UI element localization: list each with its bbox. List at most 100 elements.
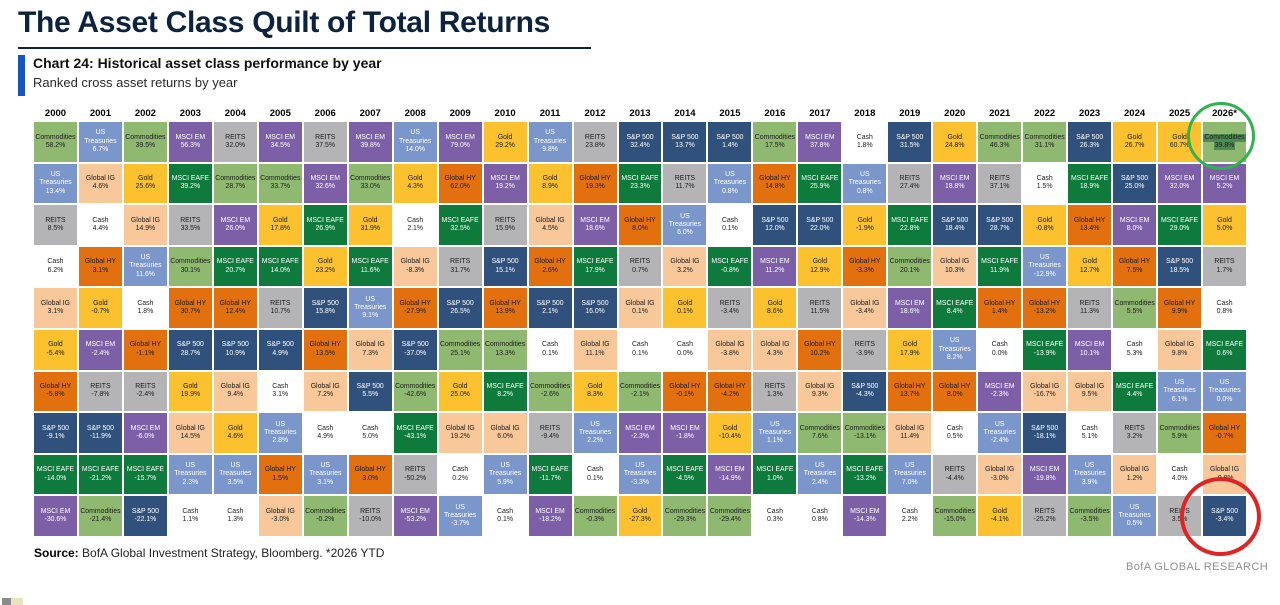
cell-2025-commodities: Commodities 5.9% [1158, 413, 1202, 453]
cell-2003-gold: Gold 19.9% [168, 371, 212, 412]
cell-2009-global-ig: Global IG 19.2% [438, 413, 482, 453]
cell-2006-s-p-500: S&P 500 15.8% [303, 288, 347, 328]
cell-2025-reits: REITS 3.5% [1158, 496, 1202, 536]
cell-2003-reits: REITS 33.5% [168, 205, 212, 245]
cell-2014-reits: REITS 11.7% [663, 163, 707, 204]
cell-2020-msci-em: MSCI EM 18.8% [933, 163, 977, 204]
cell-2017-s-p-500: S&P 500 22.0% [798, 205, 842, 245]
cell-2012-msci-em: MSCI EM 18.6% [573, 205, 617, 245]
year-header-2000: 2000 [44, 107, 67, 119]
cell-2001-global-ig: Global IG 4.6% [78, 163, 122, 204]
cell-2001-reits: REITS -7.8% [78, 371, 122, 412]
cell-2008-msci-eafe: MSCI EAFE -43.1% [393, 413, 437, 453]
chart-sublabel: Ranked cross asset returns by year [33, 75, 238, 90]
cell-2022-gold: Gold -0.8% [1023, 205, 1067, 245]
bofa-global-research-brand: BofA GLOBAL RESEARCH [1126, 561, 1269, 573]
cell-2023-commodities: Commodities -3.5% [1068, 496, 1112, 536]
cell-2006-global-ig: Global IG 7.2% [303, 371, 347, 412]
cell-2024-cash: Cash 5.3% [1113, 329, 1157, 370]
cell-2015-s-p-500: S&P 500 1.4% [708, 122, 752, 162]
cell-2017-reits: REITS 11.5% [798, 288, 842, 328]
cell-2020-s-p-500: S&P 500 18.4% [933, 205, 977, 245]
cell-2010-cash: Cash 0.1% [483, 496, 527, 536]
cell-2005-commodities: Commodities 33.7% [258, 163, 302, 204]
cell-2026-us-treasuries: US Treasuries 0.0% [1203, 371, 1246, 412]
cell-2007-global-hy: Global HY 3.0% [348, 454, 392, 495]
cell-2018-global-ig: Global IG -3.4% [843, 288, 887, 328]
cell-2026-global-hy: Global HY -0.7% [1203, 413, 1246, 453]
cell-2012-cash: Cash 0.1% [573, 454, 617, 495]
cell-2023-reits: REITS 11.3% [1068, 288, 1112, 328]
cell-2011-s-p-500: S&P 500 2.1% [528, 288, 572, 328]
cell-2001-cash: Cash 4.4% [78, 205, 122, 245]
cropped-ui-fragment [2, 598, 23, 605]
cell-2018-reits: REITS -3.9% [843, 329, 887, 370]
year-header-2017: 2017 [809, 107, 831, 119]
cell-2002-msci-eafe: MSCI EAFE -15.7% [123, 454, 167, 495]
cell-2026-gold: Gold 5.0% [1203, 205, 1246, 245]
cell-2004-us-treasuries: US Treasuries 3.5% [213, 454, 257, 495]
cell-2001-us-treasuries: US Treasuries 6.7% [78, 122, 122, 162]
cell-2001-gold: Gold -0.7% [78, 288, 122, 328]
cell-2024-s-p-500: S&P 500 25.0% [1113, 163, 1157, 204]
cell-2003-msci-em: MSCI EM 56.3% [168, 122, 212, 162]
quilt-column-2023: 2023 S&P 500 26.3% MSCI EAFE 18.9% Global HY 1… [1068, 106, 1112, 536]
quilt-column-2013: 2013 S&P 500 32.4% MSCI EAFE 23.3% Global HY 8… [618, 106, 662, 536]
cell-2012-msci-eafe: MSCI EAFE 17.9% [573, 246, 617, 287]
cell-2009-us-treasuries: US Treasuries -3.7% [438, 496, 482, 536]
cell-2018-global-hy: Global HY -3.3% [843, 246, 887, 287]
quilt-column-2024: 2024 Gold 26.7% S&P 500 25.0% MSCI EM 8.0% Glob… [1113, 106, 1157, 536]
cell-2004-cash: Cash 1.3% [213, 496, 257, 536]
cell-2011-global-ig: Global IG 4.5% [528, 205, 572, 245]
cell-2014-cash: Cash 0.0% [663, 329, 707, 370]
cell-2010-gold: Gold 29.2% [483, 122, 527, 162]
cell-2011-msci-em: MSCI EM -18.2% [528, 496, 572, 536]
cell-2014-commodities: Commodities -29.3% [663, 496, 707, 536]
cell-2004-msci-eafe: MSCI EAFE 20.7% [213, 246, 257, 287]
cell-2017-us-treasuries: US Treasuries 2.4% [798, 454, 842, 495]
year-header-2014: 2014 [674, 107, 696, 119]
cell-2007-cash: Cash 5.0% [348, 413, 392, 453]
cell-2023-cash: Cash 5.1% [1068, 413, 1112, 453]
cell-2021-msci-eafe: MSCI EAFE 11.9% [978, 246, 1022, 287]
cell-2026-msci-eafe: MSCI EAFE 0.6% [1203, 329, 1246, 370]
cell-2015-msci-em: MSCI EM -14.9% [708, 454, 752, 495]
cell-2002-gold: Gold 25.6% [123, 163, 167, 204]
cell-2007-s-p-500: S&P 500 5.5% [348, 371, 392, 412]
quilt-column-2017: 2017 MSCI EM 37.8% MSCI EAFE 25.9% S&P 500 22.… [798, 106, 842, 536]
cell-2011-us-treasuries: US Treasuries 9.8% [528, 122, 572, 162]
cell-2005-cash: Cash 3.1% [258, 371, 302, 412]
cell-2004-s-p-500: S&P 500 10.9% [213, 329, 257, 370]
year-header-2006: 2006 [314, 107, 336, 119]
year-header-2012: 2012 [584, 107, 606, 119]
cell-2017-global-hy: Global HY 10.2% [798, 329, 842, 370]
cell-2003-us-treasuries: US Treasuries 2.3% [168, 454, 212, 495]
cell-2018-cash: Cash 1.8% [843, 122, 887, 162]
cell-2008-global-ig: Global IG -8.3% [393, 246, 437, 287]
cell-2015-reits: REITS -3.4% [708, 288, 752, 328]
cell-2005-us-treasuries: US Treasuries 2.8% [258, 413, 302, 453]
cell-2008-us-treasuries: US Treasuries 14.0% [393, 122, 437, 162]
cell-2014-global-ig: Global IG 3.2% [663, 246, 707, 287]
year-header-2024: 2024 [1124, 107, 1146, 119]
cell-2022-commodities: Commodities 31.1% [1023, 122, 1067, 162]
quilt-column-2008: 2008 US Treasuries 14.0% Gold 4.3% Cash 2.1% Gl… [393, 106, 437, 536]
cell-2002-msci-em: MSCI EM -6.0% [123, 413, 167, 453]
year-header-2003: 2003 [179, 107, 201, 119]
year-header-2001: 2001 [89, 107, 111, 119]
cell-2009-msci-eafe: MSCI EAFE 32.5% [438, 205, 482, 245]
cell-2003-msci-eafe: MSCI EAFE 39.2% [168, 163, 212, 204]
cell-2006-gold: Gold 23.2% [303, 246, 347, 287]
quilt-column-2005: 2005 MSCI EM 34.5% Commodities 33.7% Gold 17.8… [258, 106, 302, 536]
cell-2010-global-hy: Global HY 13.9% [483, 288, 527, 328]
cell-2001-msci-eafe: MSCI EAFE -21.2% [78, 454, 122, 495]
cell-2018-msci-eafe: MSCI EAFE -13.2% [843, 454, 887, 495]
cell-2009-gold: Gold 25.0% [438, 371, 482, 412]
cell-2007-gold: Gold 31.9% [348, 205, 392, 245]
cell-2025-global-hy: Global HY 9.9% [1158, 288, 1202, 328]
cell-2005-s-p-500: S&P 500 4.9% [258, 329, 302, 370]
quilt-column-2018: 2018 Cash 1.8% US Treasuries 0.8% Gold -1.9% Gl… [843, 106, 887, 536]
cell-2014-msci-eafe: MSCI EAFE -4.5% [663, 454, 707, 495]
cell-2002-cash: Cash 1.8% [123, 288, 167, 328]
cell-2005-gold: Gold 17.8% [258, 205, 302, 245]
